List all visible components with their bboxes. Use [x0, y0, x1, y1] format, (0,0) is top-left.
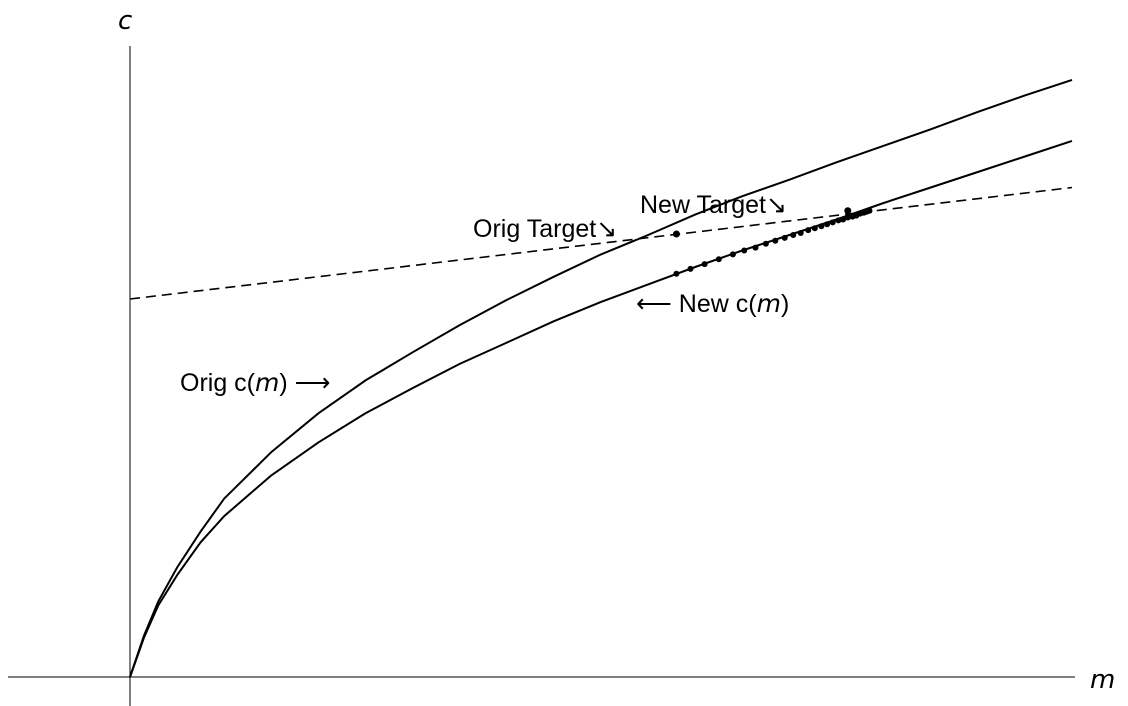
iterate-dot: [673, 270, 680, 277]
orig-c-curve: [129, 78, 1073, 678]
iterate-dot: [729, 251, 736, 258]
iterate-dot: [797, 230, 804, 236]
iterate-dot: [866, 207, 873, 214]
iterate-dot: [844, 214, 851, 221]
orig-target-annotation: Orig Target↘: [473, 215, 617, 243]
new-c-label-var: m: [757, 289, 781, 318]
new-target-label: New Target: [640, 191, 766, 219]
orig-target-arrow: ↘: [596, 215, 617, 243]
orig-c-label-var: m: [255, 368, 279, 397]
iterate-dot: [818, 223, 825, 230]
y-axis-title: c: [118, 6, 132, 36]
iterate-dots: [673, 207, 873, 277]
orig-target-point: [672, 230, 680, 238]
iterate-dot: [835, 217, 842, 224]
dashed-line: [129, 186, 1073, 300]
orig-c-annotation: Orig c(m) ⟶: [180, 368, 330, 397]
iterate-dot: [824, 221, 831, 228]
target-points: [672, 207, 852, 238]
new-c-annotation: ⟵ New c(m): [636, 289, 789, 318]
new-c-arrow: ⟵: [636, 290, 679, 318]
iterate-dot: [829, 219, 836, 226]
iterate-dot: [762, 240, 769, 247]
iterate-dot: [840, 216, 847, 223]
new-target-point: [844, 207, 852, 215]
new-c-curve: [129, 139, 1073, 678]
iterate-dot: [781, 234, 788, 241]
orig-c-label-close: ): [279, 369, 287, 397]
orig-target-label: Orig Target: [473, 215, 596, 243]
iterate-dot: [805, 227, 812, 234]
iterate-dot: [741, 247, 748, 254]
series-layer: [129, 78, 1073, 678]
orig-c-label-text: Orig c(: [180, 369, 256, 397]
iterate-dot: [790, 232, 797, 238]
iterate-dot: [752, 244, 759, 251]
iterate-dot: [772, 237, 779, 244]
new-target-annotation: New Target↘: [640, 191, 787, 219]
orig-c-arrow: ⟶: [288, 369, 331, 397]
new-c-label-text: New c(: [679, 290, 757, 318]
iterate-dot: [715, 256, 722, 263]
new-c-label-close: ): [781, 290, 789, 318]
iterate-dot: [811, 225, 818, 232]
iterate-dot: [701, 261, 708, 268]
x-axis-title: m: [1090, 665, 1115, 695]
iterate-dot: [687, 265, 694, 272]
new-target-arrow: ↘: [766, 191, 787, 219]
